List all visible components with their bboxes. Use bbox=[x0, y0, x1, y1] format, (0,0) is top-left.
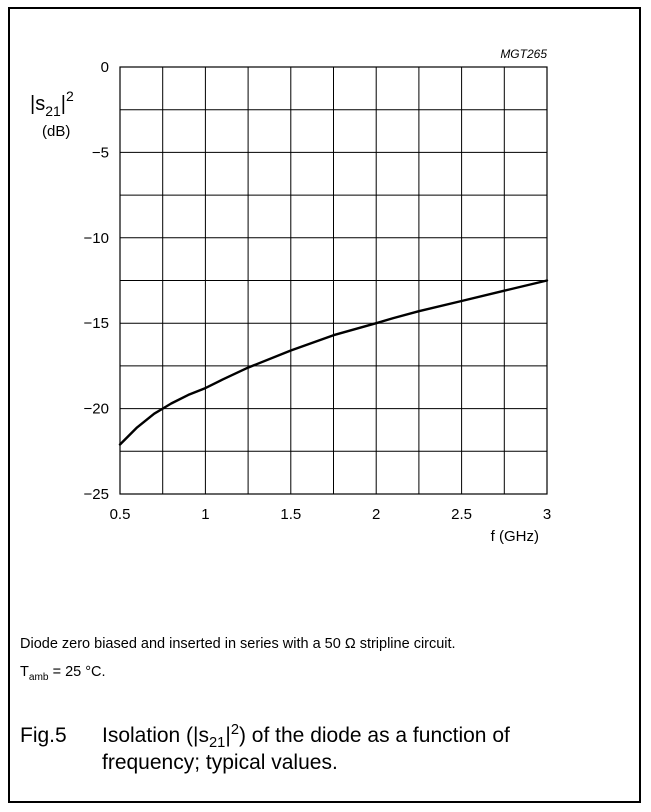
chart-code: MGT265 bbox=[500, 47, 547, 61]
x-tick-label: 2 bbox=[372, 506, 380, 523]
y-axis-label: |s21|2 bbox=[30, 88, 74, 119]
x-tick-label: 3 bbox=[543, 506, 551, 523]
x-tick-label: 1 bbox=[201, 506, 209, 523]
y-tick-label: −15 bbox=[84, 315, 109, 332]
y-tick-label: −10 bbox=[84, 230, 109, 247]
y-tick-label: 0 bbox=[101, 59, 109, 76]
figure-frame bbox=[8, 7, 641, 803]
x-axis-label: f (GHz) bbox=[491, 528, 539, 545]
figure-caption-text: Isolation (|s21|2) of the diode as a fun… bbox=[102, 722, 510, 774]
x-tick-label: 2.5 bbox=[451, 506, 472, 523]
figure-caption: Fig.5 Isolation (|s21|2) of the diode as … bbox=[20, 722, 572, 776]
note-line-1: Diode zero biased and inserted in series… bbox=[20, 636, 456, 652]
x-tick-label: 1.5 bbox=[280, 506, 301, 523]
note-line-2: Tamb = 25 °C. bbox=[20, 664, 106, 683]
y-tick-label: −20 bbox=[84, 401, 109, 418]
chart-grid bbox=[119, 66, 548, 495]
chart-series bbox=[118, 279, 549, 446]
y-tick-label: −5 bbox=[92, 144, 109, 161]
y-axis-unit: (dB) bbox=[42, 123, 70, 140]
y-tick-label: −25 bbox=[84, 486, 109, 503]
series-line-isolation bbox=[118, 279, 549, 446]
x-tick-label: 0.5 bbox=[110, 506, 131, 523]
figure-number: Fig.5 bbox=[20, 724, 67, 747]
chart-tick-labels: 0.5 1 1.5 2 2.5 3 0 −5 −10 −15 −20 −25 bbox=[84, 59, 552, 523]
